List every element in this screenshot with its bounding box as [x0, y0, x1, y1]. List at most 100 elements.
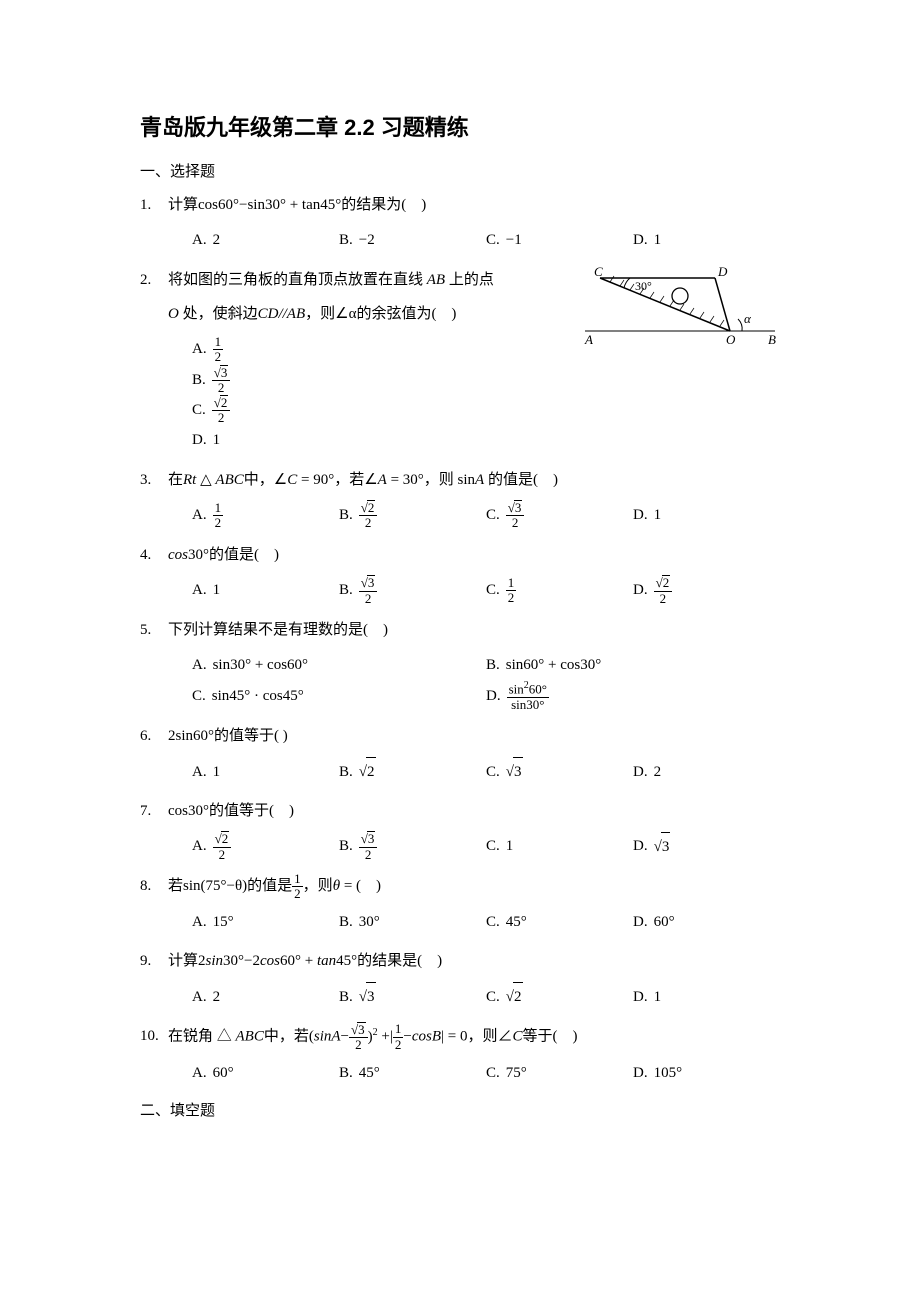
choice-d: D.3: [633, 831, 780, 862]
choice-a: A.22: [192, 831, 339, 862]
choice-c: C.sin45° · cos45°: [192, 680, 486, 712]
choice-d: D.1: [633, 500, 780, 531]
choice-d: D.105°: [633, 1059, 780, 1089]
question-body: cos30°的值是( ) A.1 B.32 C.12 D.22: [168, 541, 780, 606]
choice-list: A.2 B.−2 C.−1 D.1: [168, 226, 780, 256]
choice-a: A.1: [192, 575, 339, 606]
question-stem: 在锐角 △ ABC中，若(sinA−32)2 +|12−cosB| = 0，则∠…: [168, 1022, 780, 1053]
question-body: 下列计算结果不是有理数的是( ) A.sin30° + cos60° B.sin…: [168, 616, 780, 712]
choice-d: D.1: [633, 982, 780, 1012]
choice-c: C.3: [486, 757, 633, 787]
choice-a: A.2: [192, 982, 339, 1012]
question-9: 9. 计算2sin30°−2cos60° + tan45°的结果是( ) A.2…: [140, 947, 780, 1012]
choice-d: D.22: [633, 575, 780, 606]
question-6: 6. 2sin60°的值等于( ) A.1 B.2 C.3 D.2: [140, 722, 780, 787]
choice-d: D.sin260°sin30°: [486, 680, 780, 712]
question-number: 1.: [140, 191, 168, 256]
question-number: 3.: [140, 466, 168, 531]
question-stem: 计算2sin30°−2cos60° + tan45°的结果是( ): [168, 947, 780, 976]
choice-b: B.32: [339, 831, 486, 862]
choice-a: A.60°: [192, 1059, 339, 1089]
choice-c: C.32: [486, 500, 633, 531]
choice-d: D.60°: [633, 907, 780, 937]
choice-b: B.45°: [339, 1059, 486, 1089]
question-body: 计算cos60°−sin30° + tan45°的结果为( ) A.2 B.−2…: [168, 191, 780, 256]
choice-b: B.32: [192, 365, 568, 396]
label-o: O: [726, 332, 736, 346]
choice-a: A.2: [192, 226, 339, 256]
choice-list: A.sin30° + cos60° B.sin60° + cos30° C.si…: [168, 650, 780, 712]
question-body: 在锐角 △ ABC中，若(sinA−32)2 +|12−cosB| = 0，则∠…: [168, 1022, 780, 1089]
choice-d: D.1: [633, 226, 780, 256]
question-stem: 计算cos60°−sin30° + tan45°的结果为( ): [168, 191, 780, 220]
choice-list: A.15° B.30° C.45° D.60°: [168, 907, 780, 937]
question-stem: cos30°的值等于( ): [168, 797, 780, 826]
question-number: 10.: [140, 1022, 168, 1089]
choice-c: C.−1: [486, 226, 633, 256]
choice-a: A.sin30° + cos60°: [192, 650, 486, 680]
choice-list: A.60° B.45° C.75° D.105°: [168, 1059, 780, 1089]
choice-b: B.2: [339, 757, 486, 787]
question-stem-line2: OO 处，使斜边 处，使斜边CD//AB，则∠α的余弦值为( ): [168, 300, 568, 329]
choice-c: C.1: [486, 831, 633, 862]
choice-c: C.12: [486, 575, 633, 606]
choice-d: D.2: [633, 757, 780, 787]
question-3: 3. 在Rt △ ABC中，∠C = 90°，若∠A = 30°，则 sinA …: [140, 466, 780, 531]
label-b: B: [768, 332, 776, 346]
choice-c: C.45°: [486, 907, 633, 937]
choice-list: A.12 B.32 C.22 D.1: [168, 335, 568, 456]
question-stem: 下列计算结果不是有理数的是( ): [168, 616, 780, 645]
question-number: 7.: [140, 797, 168, 862]
label-d: D: [717, 266, 728, 279]
label-30: 30°: [635, 279, 652, 293]
choice-a: A.12: [192, 335, 568, 365]
question-number: 8.: [140, 872, 168, 938]
choice-list: A.2 B.3 C.2 D.1: [168, 982, 780, 1012]
choice-b: B.30°: [339, 907, 486, 937]
choice-d: D.1: [192, 426, 568, 456]
choice-b: B.22: [339, 500, 486, 531]
question-body: 将如图的三角板的直角顶点放置在直线 AB 上的点 OO 处，使斜边 处，使斜边C…: [168, 266, 780, 456]
choice-a: A.15°: [192, 907, 339, 937]
question-stem: 若sin(75°−θ)的值是12，则θ = ( ): [168, 872, 780, 902]
label-c: C: [594, 266, 603, 279]
choice-b: B.sin60° + cos30°: [486, 650, 780, 680]
label-a: A: [584, 332, 593, 346]
question-body: 2sin60°的值等于( ) A.1 B.2 C.3 D.2: [168, 722, 780, 787]
choice-list: A.22 B.32 C.1 D.3: [168, 831, 780, 862]
question-stem: cos30°的值是( ): [168, 541, 780, 570]
choice-c: C.75°: [486, 1059, 633, 1089]
question-stem: 2sin60°的值等于( ): [168, 722, 780, 751]
choice-c: C.22: [192, 395, 568, 426]
question-1: 1. 计算cos60°−sin30° + tan45°的结果为( ) A.2 B…: [140, 191, 780, 256]
choice-a: A.12: [192, 500, 339, 531]
question-4: 4. cos30°的值是( ) A.1 B.32 C.12 D.22: [140, 541, 780, 606]
question-body: 计算2sin30°−2cos60° + tan45°的结果是( ) A.2 B.…: [168, 947, 780, 1012]
question-stem: 在Rt △ ABC中，∠C = 90°，若∠A = 30°，则 sinA 的值是…: [168, 466, 780, 495]
choice-c: C.2: [486, 982, 633, 1012]
question-10: 10. 在锐角 △ ABC中，若(sinA−32)2 +|12−cosB| = …: [140, 1022, 780, 1089]
question-5: 5. 下列计算结果不是有理数的是( ) A.sin30° + cos60° B.…: [140, 616, 780, 712]
question-number: 4.: [140, 541, 168, 606]
question-body: 若sin(75°−θ)的值是12，则θ = ( ) A.15° B.30° C.…: [168, 872, 780, 938]
question-number: 9.: [140, 947, 168, 1012]
page: 青岛版九年级第二章 2.2 习题精练 一、选择题 1. 计算cos60°−sin…: [0, 0, 920, 1170]
question-number: 5.: [140, 616, 168, 712]
question-body: cos30°的值等于( ) A.22 B.32 C.1 D.3: [168, 797, 780, 862]
choice-list: A.1 B.32 C.12 D.22: [168, 575, 780, 606]
choice-list: A.1 B.2 C.3 D.2: [168, 757, 780, 787]
question-body: 在Rt △ ABC中，∠C = 90°，若∠A = 30°，则 sinA 的值是…: [168, 466, 780, 531]
question-2: 2. 将如图的三角板的直角顶点放置在直线 AB 上的点 OO 处，使斜边 处，使…: [140, 266, 780, 456]
document-title: 青岛版九年级第二章 2.2 习题精练: [140, 110, 780, 142]
choice-b: B.32: [339, 575, 486, 606]
question-number: 2.: [140, 266, 168, 456]
question-number: 6.: [140, 722, 168, 787]
section-2-heading: 二、填空题: [140, 1099, 780, 1120]
choice-b: B.−2: [339, 226, 486, 256]
question-7: 7. cos30°的值等于( ) A.22 B.32 C.1 D.3: [140, 797, 780, 862]
section-1-heading: 一、选择题: [140, 160, 780, 181]
question-stem: 将如图的三角板的直角顶点放置在直线 AB 上的点: [168, 266, 568, 295]
question-8: 8. 若sin(75°−θ)的值是12，则θ = ( ) A.15° B.30°…: [140, 872, 780, 938]
choice-a: A.1: [192, 757, 339, 787]
choice-b: B.3: [339, 982, 486, 1012]
